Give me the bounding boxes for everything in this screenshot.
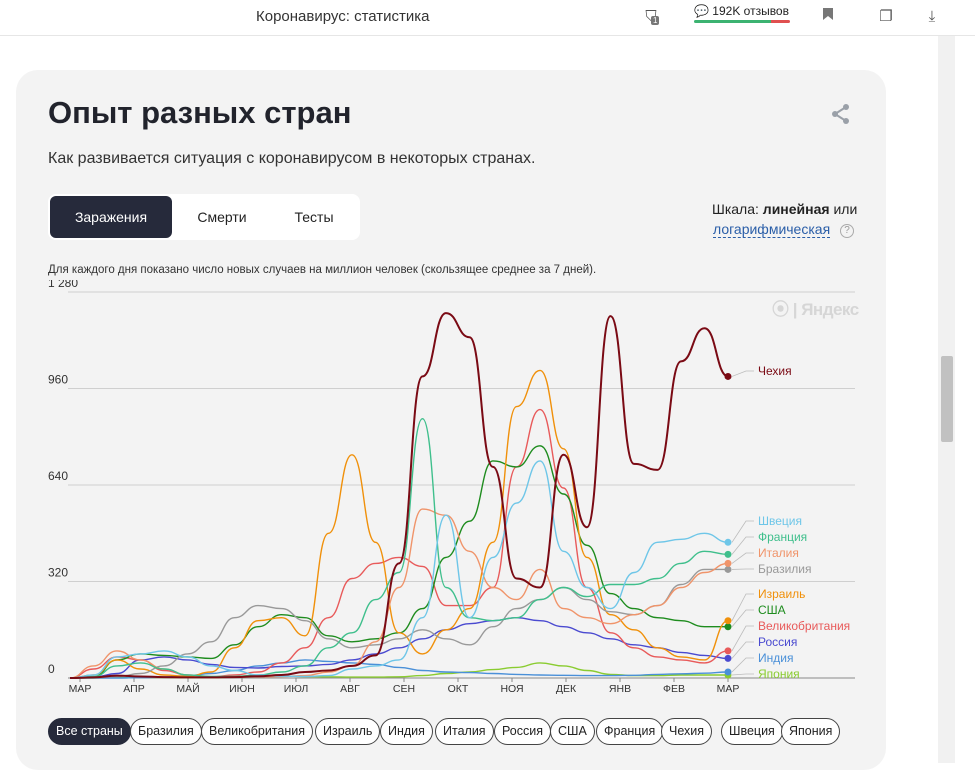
yandex-watermark: ⦿ | Яндекс xyxy=(772,295,859,320)
tab-deaths[interactable]: Смерти xyxy=(174,196,270,238)
series-leader xyxy=(732,521,754,542)
country-chip[interactable]: Бразилия xyxy=(130,718,202,745)
x-tick-label: АПР xyxy=(123,683,144,695)
scale-prefix: Шкала: xyxy=(712,201,759,217)
scale-log-link[interactable]: логарифмическая xyxy=(713,221,830,238)
country-chip[interactable]: Италия xyxy=(435,718,494,745)
series-end-dot-7 xyxy=(725,647,732,654)
country-chip[interactable]: Все страны xyxy=(48,718,131,745)
x-tick-label: НОЯ xyxy=(500,683,523,695)
reviews-label: 192K отзывов xyxy=(712,4,789,18)
series-label: Бразилия xyxy=(758,562,812,576)
series-label: Россия xyxy=(758,635,797,649)
collections-icon[interactable]: ❐ xyxy=(876,7,896,27)
metric-tabs: Заражения Смерти Тесты xyxy=(48,194,360,240)
reviews-rating-bar xyxy=(694,20,790,23)
country-chip[interactable]: Россия xyxy=(494,718,551,745)
series-label: Израиль xyxy=(758,587,805,601)
page-title: Коронавирус: статистика xyxy=(256,8,430,25)
series-label: Чехия xyxy=(758,364,792,378)
series-line-4 xyxy=(70,569,728,678)
scale-label: Шкала: линейная или xyxy=(712,201,857,217)
series-end-dot-5 xyxy=(725,617,732,624)
series-end-dot-9 xyxy=(725,668,732,675)
series-label: Франция xyxy=(758,530,807,544)
series-label: Швеция xyxy=(758,514,802,528)
country-chip[interactable]: Япония xyxy=(781,718,840,745)
y-tick-label: 0 xyxy=(48,662,55,676)
series-end-dot-3 xyxy=(725,560,732,567)
scale-or: или xyxy=(833,201,857,217)
share-icon[interactable] xyxy=(830,103,852,125)
series-leader xyxy=(732,610,754,627)
country-chip[interactable]: Франция xyxy=(596,718,663,745)
scrollbar-thumb[interactable] xyxy=(941,356,953,442)
y-tick-label: 320 xyxy=(48,566,68,580)
series-label: Индия xyxy=(758,651,793,665)
series-end-dot-8 xyxy=(725,655,732,662)
y-tick-label: 640 xyxy=(48,469,68,483)
country-chip[interactable]: Великобритания xyxy=(201,718,313,745)
chart-note: Для каждого дня показано число новых слу… xyxy=(48,264,596,276)
series-leader xyxy=(732,553,754,563)
series-leader xyxy=(732,371,754,376)
x-tick-label: ДЕК xyxy=(556,683,577,695)
comment-icon: 💬 xyxy=(694,4,709,18)
x-tick-label: СЕН xyxy=(393,683,415,695)
series-end-dot-2 xyxy=(725,551,732,558)
tab-infections[interactable]: Заражения xyxy=(50,196,172,238)
country-chip[interactable]: Швеция xyxy=(721,718,783,745)
series-line-5 xyxy=(70,370,728,678)
series-end-dot-1 xyxy=(725,539,732,546)
series-line-1 xyxy=(70,461,728,678)
tab-tests[interactable]: Тесты xyxy=(270,196,358,238)
line-chart: 0 320 640 960 1 280 МАР АПР МАЙ ИЮН ИЮЛ АВГ СЕН ОКТ Н… xyxy=(0,280,900,700)
series-end-dot-6 xyxy=(725,623,732,630)
series-line-3 xyxy=(70,509,728,678)
series-label: Япония xyxy=(758,667,800,681)
series-leader xyxy=(732,626,754,651)
series-end-dot-4 xyxy=(725,566,732,573)
country-chip[interactable]: Индия xyxy=(380,718,433,745)
series-label: США xyxy=(758,603,786,617)
shield-badge: 1 xyxy=(651,16,659,25)
x-tick-label: МАР xyxy=(717,683,740,695)
x-tick-label: АВГ xyxy=(340,683,360,695)
x-tick-label: ЯНВ xyxy=(609,683,631,695)
country-chip[interactable]: США xyxy=(550,718,595,745)
series-label: Италия xyxy=(758,546,799,560)
country-chip[interactable]: Израиль xyxy=(315,718,380,745)
x-tick-label: МАЙ xyxy=(176,682,199,695)
scale-current: линейная xyxy=(763,201,830,217)
y-tick-label: 1 280 xyxy=(48,280,78,290)
country-chip[interactable]: Чехия xyxy=(661,718,712,745)
card-title: Опыт разных стран xyxy=(48,95,351,131)
series-line-6 xyxy=(70,446,728,678)
series-label: Великобритания xyxy=(758,619,850,633)
download-icon[interactable]: ⤓ xyxy=(922,7,942,27)
card-subtitle: Как развивается ситуация с коронавирусом… xyxy=(48,150,535,168)
series-leader xyxy=(732,537,754,554)
x-tick-label: ИЮН xyxy=(229,683,255,695)
x-tick-label: ФЕВ xyxy=(663,683,685,695)
series-end-dot-0 xyxy=(725,373,732,380)
browser-toolbar: Коронавирус: статистика ⛉ 1 💬 192K отзыв… xyxy=(0,0,975,36)
x-tick-label: ОКТ xyxy=(448,683,469,695)
series-line-0 xyxy=(70,313,728,678)
series-leader xyxy=(732,674,754,675)
x-tick-label: МАР xyxy=(69,683,92,695)
series-leader xyxy=(732,658,754,672)
x-tick-label: ИЮЛ xyxy=(284,683,309,695)
y-tick-label: 960 xyxy=(48,373,68,387)
series-leader xyxy=(732,594,754,621)
reviews-link[interactable]: 💬 192K отзывов xyxy=(694,4,789,18)
bookmark-icon[interactable] xyxy=(818,7,838,27)
help-icon[interactable]: ? xyxy=(840,224,854,238)
